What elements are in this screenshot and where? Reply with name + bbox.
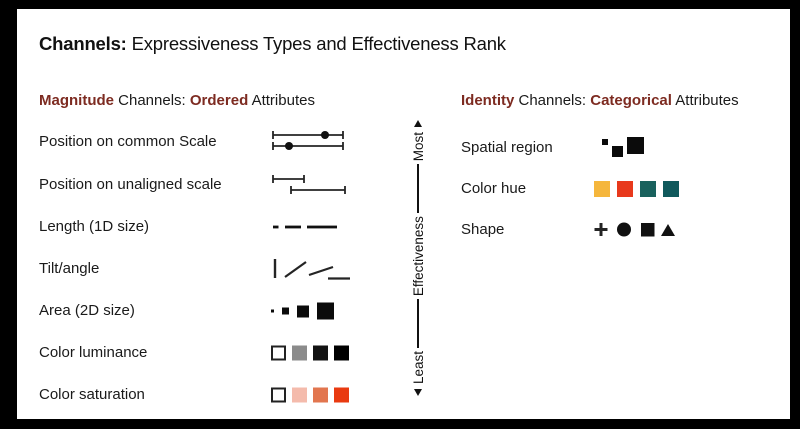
row-label: Position on common Scale bbox=[39, 133, 217, 150]
title-rest: Expressiveness Types and Effectiveness R… bbox=[126, 33, 506, 54]
identity-word: Identity bbox=[461, 92, 515, 109]
square-icon bbox=[641, 223, 655, 237]
saturation-swatches bbox=[271, 387, 349, 403]
row-length: Length (1D size) bbox=[39, 215, 419, 239]
row-spatial-region: Spatial region bbox=[461, 136, 761, 160]
row-label: Position on unaligned scale bbox=[39, 176, 222, 193]
luminance-swatch-1 bbox=[271, 345, 286, 361]
row-label: Color hue bbox=[461, 180, 527, 197]
hue-swatches bbox=[594, 181, 679, 197]
title-bold: Channels: bbox=[39, 33, 127, 54]
figure-title: Channels: Expressiveness Types and Effec… bbox=[39, 33, 506, 55]
tilt-strokes-glyph bbox=[273, 259, 350, 280]
circle-icon bbox=[617, 222, 631, 237]
row-label: Color saturation bbox=[39, 386, 145, 403]
saturation-swatch-2 bbox=[292, 387, 307, 403]
row-label: Length (1D size) bbox=[39, 218, 150, 235]
row-position-common: Position on common Scale bbox=[39, 130, 419, 154]
axis-most-label: Most bbox=[410, 132, 426, 162]
row-position-unaligned: Position on unaligned scale bbox=[39, 173, 419, 197]
hue-swatch-4 bbox=[663, 181, 679, 197]
categorical-word: Categorical bbox=[590, 92, 672, 109]
spatial-region-squares bbox=[594, 136, 650, 160]
saturation-swatch-4 bbox=[334, 387, 349, 403]
area-square-3 bbox=[297, 305, 309, 317]
row-label: Shape bbox=[461, 221, 505, 238]
row-tilt: Tilt/angle bbox=[39, 257, 419, 281]
aligned-scales-glyph bbox=[272, 131, 344, 150]
triangle-icon bbox=[661, 224, 675, 236]
axis-least-label: Least bbox=[410, 350, 426, 384]
axis-line-lower bbox=[417, 299, 419, 348]
row-luminance: Color luminance bbox=[39, 341, 419, 365]
axis-title: Effectiveness bbox=[410, 216, 426, 297]
saturation-swatch-1 bbox=[271, 387, 286, 403]
luminance-swatch-2 bbox=[292, 345, 307, 361]
most-arrow-icon bbox=[414, 120, 422, 127]
axis-line-upper bbox=[417, 164, 419, 214]
identity-tail: Attributes bbox=[671, 92, 739, 109]
plus-icon bbox=[594, 223, 608, 236]
hue-swatch-2 bbox=[617, 181, 633, 197]
area-square-1 bbox=[271, 309, 274, 313]
row-label: Area (2D size) bbox=[39, 302, 135, 319]
length-dashes-glyph bbox=[273, 225, 337, 229]
magnitude-heading: Magnitude Channels: Ordered Attributes bbox=[39, 92, 315, 109]
area-squares-glyph bbox=[271, 302, 343, 320]
row-area: Area (2D size) bbox=[39, 299, 419, 323]
magnitude-word: Magnitude bbox=[39, 92, 114, 109]
spatial-square-2 bbox=[612, 146, 623, 157]
figure-panel: Channels: Expressiveness Types and Effec… bbox=[17, 9, 790, 419]
hue-swatch-1 bbox=[594, 181, 610, 197]
least-arrow-icon bbox=[414, 389, 422, 396]
ordered-word: Ordered bbox=[189, 92, 249, 109]
luminance-swatch-4 bbox=[334, 345, 349, 361]
saturation-swatch-3 bbox=[313, 387, 328, 403]
effectiveness-axis: Least Effectiveness Most bbox=[409, 120, 427, 396]
row-label: Tilt/angle bbox=[39, 260, 100, 277]
spatial-square-1 bbox=[602, 139, 608, 145]
identity-heading: Identity Channels: Categorical Attribute… bbox=[461, 92, 739, 109]
row-saturation: Color saturation bbox=[39, 383, 419, 407]
shape-glyphs bbox=[594, 222, 675, 237]
magnitude-tail: Attributes bbox=[248, 92, 315, 109]
magnitude-mid: Channels: bbox=[114, 92, 190, 109]
hue-swatch-3 bbox=[640, 181, 656, 197]
area-square-2 bbox=[282, 307, 289, 315]
area-square-4 bbox=[317, 302, 334, 320]
row-color-hue: Color hue bbox=[461, 177, 761, 201]
unaligned-scales-glyph bbox=[272, 175, 346, 194]
row-label: Color luminance bbox=[39, 344, 148, 361]
luminance-swatch-3 bbox=[313, 345, 328, 361]
row-label: Spatial region bbox=[461, 139, 553, 156]
luminance-swatches bbox=[271, 345, 349, 361]
identity-mid: Channels: bbox=[514, 92, 591, 109]
row-shape: Shape bbox=[461, 218, 761, 242]
spatial-square-3 bbox=[627, 137, 644, 154]
